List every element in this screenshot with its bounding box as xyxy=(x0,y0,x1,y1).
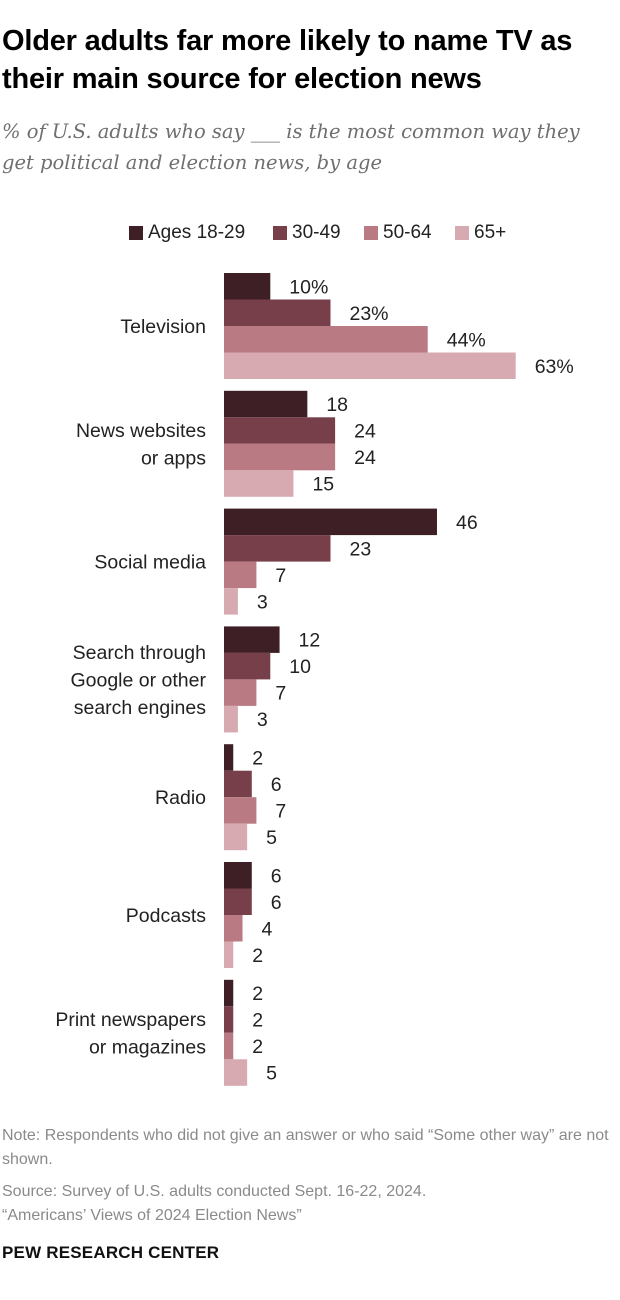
bar xyxy=(224,273,271,300)
data-label: 15 xyxy=(312,474,334,496)
data-label: 24 xyxy=(354,447,376,469)
category-group: Radio 26 7 5 xyxy=(155,744,286,851)
legend-label-65plus: 65+ xyxy=(474,222,507,243)
legend-item-65plus: 65+ xyxy=(455,222,506,244)
data-label: 3 xyxy=(257,709,268,731)
source-report-title: “Americans’ Views of 2024 Election News” xyxy=(2,1207,302,1224)
bar xyxy=(224,679,257,706)
category-group: Podcasts 6 6 4 2 xyxy=(126,862,282,968)
bar xyxy=(224,1006,234,1033)
bar xyxy=(224,508,437,536)
bar xyxy=(224,443,336,471)
data-label: 7 xyxy=(275,683,286,705)
category-group: Search through Google or other search engi… xyxy=(70,626,321,733)
bar xyxy=(224,862,252,889)
category-group: Social media 46 23 73 xyxy=(94,508,478,615)
data-label: 2 xyxy=(252,983,263,1005)
bar xyxy=(224,352,516,379)
chart-source: Source: Survey of U.S. adults conducted … xyxy=(2,1180,612,1228)
bar xyxy=(224,797,257,824)
legend-swatch-50-64 xyxy=(364,226,378,240)
category-label: Search through xyxy=(73,642,206,664)
bar xyxy=(224,326,428,353)
data-label: 24 xyxy=(354,421,376,443)
data-label: 46 xyxy=(456,512,478,534)
data-label: 23 xyxy=(349,538,371,560)
chart-title: Older adults far more likely to name TV … xyxy=(2,25,573,95)
category-label: Google or other xyxy=(70,669,206,691)
category-label: Television xyxy=(120,316,206,338)
category-label: Podcasts xyxy=(126,905,206,927)
category-label: search engines xyxy=(74,697,207,719)
data-label: 3 xyxy=(257,591,268,613)
legend-swatch-30-49 xyxy=(273,226,287,240)
bar xyxy=(224,770,252,798)
data-label: 7 xyxy=(275,565,286,587)
category-label: Social media xyxy=(94,552,206,574)
legend-item-18-29: Ages 18-29 xyxy=(129,222,245,244)
bar xyxy=(224,535,331,562)
data-label: 12 xyxy=(299,630,321,652)
bar xyxy=(224,390,308,418)
data-label: 63% xyxy=(535,356,574,378)
data-label: 2 xyxy=(252,747,263,769)
data-label: 44% xyxy=(447,329,486,351)
legend-label-18-29: Ages 18-29 xyxy=(148,222,246,243)
data-label: 6 xyxy=(271,865,282,887)
data-label: 18 xyxy=(326,394,348,416)
bar xyxy=(224,417,336,444)
data-label: 6 xyxy=(271,774,282,796)
bar xyxy=(224,626,280,653)
bar xyxy=(224,299,331,326)
bar xyxy=(224,941,234,968)
data-label: 2 xyxy=(252,1010,263,1032)
data-label: 23% xyxy=(349,303,388,325)
bar xyxy=(224,1032,234,1060)
bar xyxy=(224,979,234,1007)
bar xyxy=(224,705,238,733)
legend-item-50-64: 50-64 xyxy=(364,222,432,244)
bar xyxy=(224,888,252,915)
legend-label-30-49: 30-49 xyxy=(292,222,341,243)
legend-swatch-18-29 xyxy=(129,226,143,240)
data-label: 7 xyxy=(275,800,286,822)
legend: Ages 18-29 30-49 50-64 65+ xyxy=(0,222,620,248)
legend-swatch-65plus xyxy=(455,226,469,240)
category-label: Print newspapers xyxy=(55,1009,206,1031)
category-group: Television 10% 23% 44% 63% xyxy=(120,273,574,379)
category-label: or magazines xyxy=(89,1037,206,1059)
data-label: 4 xyxy=(262,918,273,940)
bar xyxy=(224,915,243,942)
category-group: News websites or apps 18 24 24 15 xyxy=(76,390,376,497)
bar xyxy=(224,588,238,615)
data-label: 2 xyxy=(252,945,263,967)
data-label: 10 xyxy=(289,656,311,678)
chart-note: Note: Respondents who did not give an an… xyxy=(2,1127,609,1168)
bar xyxy=(224,470,294,497)
bar xyxy=(224,823,248,851)
legend-item-30-49: 30-49 xyxy=(273,222,341,244)
bar-chart: Television 10% 23% 44% 63% News websites or ap… xyxy=(55,273,574,1086)
data-label: 2 xyxy=(252,1036,263,1058)
chart-subtitle: % of U.S. adults who say ___ is the most… xyxy=(2,120,580,174)
category-label: Radio xyxy=(155,787,206,809)
bar xyxy=(224,744,234,771)
data-label: 10% xyxy=(289,276,328,298)
legend-label-50-64: 50-64 xyxy=(383,222,432,243)
category-label: News websites xyxy=(76,420,206,442)
source-line: Source: Survey of U.S. adults conducted … xyxy=(2,1183,427,1200)
bar xyxy=(224,652,271,680)
pew-logo-text: PEW RESEARCH CENTER xyxy=(2,1243,220,1262)
data-label: 5 xyxy=(266,827,277,849)
category-label: or apps xyxy=(141,448,206,470)
data-label: 5 xyxy=(266,1063,277,1085)
data-label: 6 xyxy=(271,892,282,914)
bar xyxy=(224,1059,248,1086)
bar xyxy=(224,561,257,589)
